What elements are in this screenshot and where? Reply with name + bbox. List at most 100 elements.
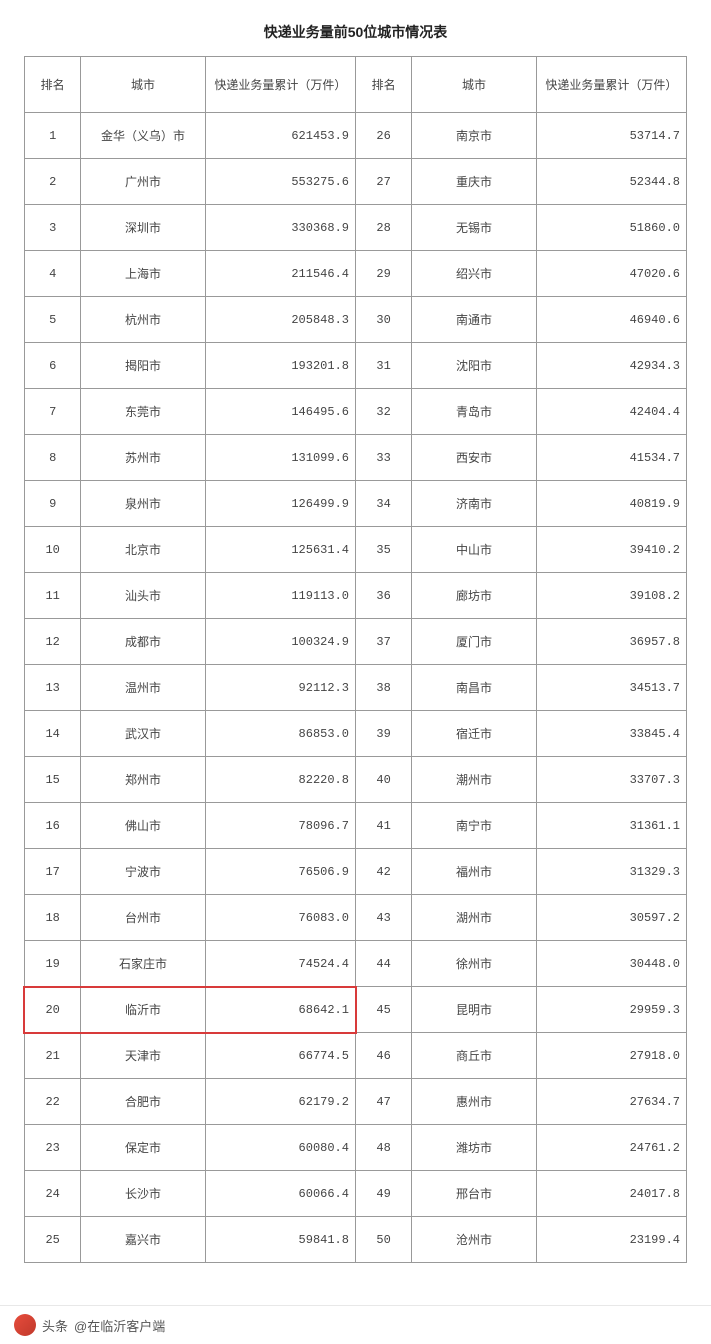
cell-volume-left: 621453.9 bbox=[205, 113, 355, 159]
cell-rank-right: 37 bbox=[355, 619, 411, 665]
table-row: 15郑州市82220.840潮州市33707.3 bbox=[25, 757, 687, 803]
cell-city-left: 长沙市 bbox=[81, 1171, 205, 1217]
cell-volume-right: 30448.0 bbox=[536, 941, 686, 987]
cell-volume-left: 74524.4 bbox=[205, 941, 355, 987]
cell-rank-left: 6 bbox=[25, 343, 81, 389]
cell-city-right: 福州市 bbox=[412, 849, 536, 895]
cell-rank-left: 7 bbox=[25, 389, 81, 435]
cell-volume-right: 36957.8 bbox=[536, 619, 686, 665]
cell-rank-left: 1 bbox=[25, 113, 81, 159]
cell-volume-right: 39108.2 bbox=[536, 573, 686, 619]
cell-rank-left: 22 bbox=[25, 1079, 81, 1125]
cell-rank-left: 21 bbox=[25, 1033, 81, 1079]
cell-rank-left: 2 bbox=[25, 159, 81, 205]
cell-city-right: 沧州市 bbox=[412, 1217, 536, 1263]
cell-volume-left: 205848.3 bbox=[205, 297, 355, 343]
table-row: 12成都市100324.937厦门市36957.8 bbox=[25, 619, 687, 665]
cell-rank-right: 28 bbox=[355, 205, 411, 251]
cell-volume-right: 52344.8 bbox=[536, 159, 686, 205]
cell-rank-right: 32 bbox=[355, 389, 411, 435]
cell-volume-left: 125631.4 bbox=[205, 527, 355, 573]
cell-city-right: 青岛市 bbox=[412, 389, 536, 435]
cell-volume-left: 330368.9 bbox=[205, 205, 355, 251]
cell-city-left: 嘉兴市 bbox=[81, 1217, 205, 1263]
cell-rank-right: 42 bbox=[355, 849, 411, 895]
cell-rank-right: 41 bbox=[355, 803, 411, 849]
header-volume-left: 快递业务量累计（万件） bbox=[205, 57, 355, 113]
cell-volume-right: 41534.7 bbox=[536, 435, 686, 481]
cell-volume-left: 126499.9 bbox=[205, 481, 355, 527]
cell-city-left: 武汉市 bbox=[81, 711, 205, 757]
author-avatar bbox=[14, 1314, 36, 1336]
cell-volume-left: 146495.6 bbox=[205, 389, 355, 435]
table-row: 13温州市92112.338南昌市34513.7 bbox=[25, 665, 687, 711]
table-row: 1金华（义乌）市621453.926南京市53714.7 bbox=[25, 113, 687, 159]
cell-rank-left: 9 bbox=[25, 481, 81, 527]
table-row: 19石家庄市74524.444徐州市30448.0 bbox=[25, 941, 687, 987]
cell-rank-left: 13 bbox=[25, 665, 81, 711]
cell-rank-left: 16 bbox=[25, 803, 81, 849]
table-row: 20临沂市68642.145昆明市29959.3 bbox=[25, 987, 687, 1033]
cell-rank-right: 35 bbox=[355, 527, 411, 573]
table-row: 9泉州市126499.934济南市40819.9 bbox=[25, 481, 687, 527]
cell-city-left: 广州市 bbox=[81, 159, 205, 205]
cell-rank-right: 49 bbox=[355, 1171, 411, 1217]
cell-city-right: 中山市 bbox=[412, 527, 536, 573]
cell-rank-left: 20 bbox=[25, 987, 81, 1033]
cell-rank-right: 27 bbox=[355, 159, 411, 205]
table-row: 8苏州市131099.633西安市41534.7 bbox=[25, 435, 687, 481]
cell-city-right: 厦门市 bbox=[412, 619, 536, 665]
table-row: 24长沙市60066.449邢台市24017.8 bbox=[25, 1171, 687, 1217]
cell-rank-right: 29 bbox=[355, 251, 411, 297]
cell-rank-right: 45 bbox=[355, 987, 411, 1033]
cell-city-left: 揭阳市 bbox=[81, 343, 205, 389]
cell-volume-right: 53714.7 bbox=[536, 113, 686, 159]
table-row: 2广州市553275.627重庆市52344.8 bbox=[25, 159, 687, 205]
cell-volume-left: 100324.9 bbox=[205, 619, 355, 665]
cell-volume-right: 39410.2 bbox=[536, 527, 686, 573]
header-rank-right: 排名 bbox=[355, 57, 411, 113]
cell-city-right: 潍坊市 bbox=[412, 1125, 536, 1171]
header-city-right: 城市 bbox=[412, 57, 536, 113]
cell-city-right: 潮州市 bbox=[412, 757, 536, 803]
cell-volume-right: 31329.3 bbox=[536, 849, 686, 895]
cell-volume-left: 76083.0 bbox=[205, 895, 355, 941]
table-row: 21天津市66774.546商丘市27918.0 bbox=[25, 1033, 687, 1079]
cell-volume-left: 211546.4 bbox=[205, 251, 355, 297]
table-row: 4上海市211546.429绍兴市47020.6 bbox=[25, 251, 687, 297]
table-row: 14武汉市86853.039宿迁市33845.4 bbox=[25, 711, 687, 757]
cell-rank-right: 44 bbox=[355, 941, 411, 987]
cell-volume-right: 46940.6 bbox=[536, 297, 686, 343]
cell-city-left: 石家庄市 bbox=[81, 941, 205, 987]
cell-volume-right: 31361.1 bbox=[536, 803, 686, 849]
cell-volume-right: 33845.4 bbox=[536, 711, 686, 757]
cell-city-right: 商丘市 bbox=[412, 1033, 536, 1079]
table-row: 5杭州市205848.330南通市46940.6 bbox=[25, 297, 687, 343]
cell-city-left: 北京市 bbox=[81, 527, 205, 573]
header-volume-right: 快递业务量累计（万件） bbox=[536, 57, 686, 113]
cell-city-left: 保定市 bbox=[81, 1125, 205, 1171]
table-row: 18台州市76083.043湖州市30597.2 bbox=[25, 895, 687, 941]
cell-volume-right: 24761.2 bbox=[536, 1125, 686, 1171]
cell-rank-right: 43 bbox=[355, 895, 411, 941]
cell-city-right: 无锡市 bbox=[412, 205, 536, 251]
cell-volume-left: 82220.8 bbox=[205, 757, 355, 803]
cell-city-left: 泉州市 bbox=[81, 481, 205, 527]
footer-bar: 头条 @在临沂客户端 bbox=[0, 1305, 711, 1344]
cell-city-right: 昆明市 bbox=[412, 987, 536, 1033]
cell-volume-right: 27634.7 bbox=[536, 1079, 686, 1125]
cell-rank-left: 5 bbox=[25, 297, 81, 343]
cell-city-left: 上海市 bbox=[81, 251, 205, 297]
cell-rank-left: 24 bbox=[25, 1171, 81, 1217]
cell-volume-right: 24017.8 bbox=[536, 1171, 686, 1217]
cell-volume-left: 60066.4 bbox=[205, 1171, 355, 1217]
cell-city-right: 南宁市 bbox=[412, 803, 536, 849]
cell-volume-right: 33707.3 bbox=[536, 757, 686, 803]
cell-city-left: 天津市 bbox=[81, 1033, 205, 1079]
cell-rank-left: 12 bbox=[25, 619, 81, 665]
cell-rank-right: 46 bbox=[355, 1033, 411, 1079]
cell-city-left: 成都市 bbox=[81, 619, 205, 665]
cell-city-left: 合肥市 bbox=[81, 1079, 205, 1125]
cell-city-right: 西安市 bbox=[412, 435, 536, 481]
footer-prefix: 头条 bbox=[42, 1316, 68, 1335]
